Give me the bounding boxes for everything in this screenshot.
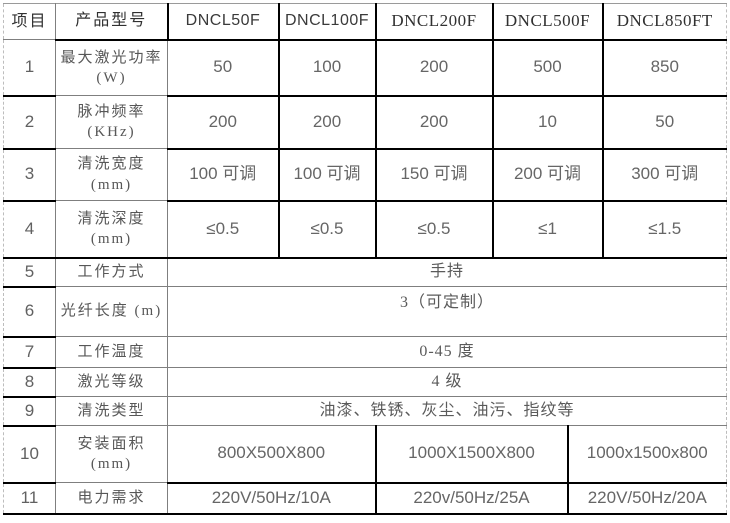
table-row: 10 安装面积 (mm) 800X500X800 1000X1500X800 1… — [3, 425, 728, 484]
row-number: 1 — [3, 39, 56, 97]
cell-value: ≤0.5 — [278, 200, 377, 259]
header-model-dncl100f: DNCL100F — [278, 3, 377, 41]
header-model-dncl850ft: DNCL850FT — [602, 3, 728, 41]
cell-value: 150 可调 — [375, 148, 494, 202]
cell-merged-value: 油漆、铁锈、灰尘、油污、指纹等 — [167, 396, 728, 426]
table-row: 8 激光等级 4 级 — [3, 367, 728, 398]
row-label: 激光等级 — [55, 367, 168, 397]
header-model: 产品型号 — [55, 3, 169, 41]
header-row: 项目 产品型号 DNCL50F DNCL100F DNCL200F DNCL50… — [3, 3, 728, 41]
header-model-dncl50f: DNCL50F — [167, 3, 280, 41]
header-model-dncl500f: DNCL500F — [492, 3, 604, 41]
table-row: 6 光纤长度 (m) 3（可定制） — [3, 286, 728, 338]
table-row: 9 清洗类型 油漆、铁锈、灰尘、油污、指纹等 — [3, 396, 728, 427]
row-label: 光纤长度 (m) — [55, 286, 168, 337]
row-number: 11 — [3, 482, 56, 515]
cell-merged-value: 手持 — [167, 257, 728, 287]
cell-value: ≤1.5 — [602, 200, 728, 259]
row-number: 9 — [3, 396, 56, 427]
cell-value: 850 — [602, 39, 728, 97]
row-label: 工作方式 — [55, 257, 168, 287]
table-row: 5 工作方式 手持 — [3, 257, 728, 288]
cell-value: 200 — [375, 95, 494, 150]
cell-value: 1000X1500X800 — [375, 425, 569, 484]
row-number: 8 — [3, 367, 56, 398]
cell-merged-value: 3（可定制） — [167, 286, 728, 337]
table-row: 11 电力需求 220V/50Hz/10A 220v/50Hz/25A 220V… — [3, 482, 728, 515]
cell-value: 300 可调 — [602, 148, 728, 202]
cell-value: ≤0.5 — [375, 200, 494, 259]
cell-value: 220V/50Hz/20A — [567, 482, 728, 515]
cell-value: 100 可调 — [167, 148, 280, 202]
cell-value: 10 — [492, 95, 604, 150]
cell-value: 200 — [278, 95, 377, 150]
cell-value: 50 — [602, 95, 728, 150]
cell-value: ≤0.5 — [167, 200, 280, 259]
row-label: 工作温度 — [55, 336, 168, 368]
row-number: 5 — [3, 257, 56, 288]
row-number: 4 — [3, 200, 56, 259]
row-number: 3 — [3, 148, 56, 202]
table-row: 7 工作温度 0-45 度 — [3, 336, 728, 369]
row-number: 7 — [3, 336, 56, 369]
cell-value: 1000x1500x800 — [567, 425, 728, 484]
cell-value: 200 — [375, 39, 494, 97]
cell-value: ≤1 — [492, 200, 604, 259]
cell-value: 50 — [167, 39, 280, 97]
row-label: 最大激光功率 (W) — [55, 39, 168, 96]
row-label: 电力需求 — [55, 482, 168, 515]
table-row: 2 脉冲频率 (KHz) 200 200 200 10 50 — [3, 95, 728, 150]
header-item: 项目 — [3, 3, 56, 40]
row-label: 清洗宽度 (mm) — [55, 148, 168, 201]
table-row: 1 最大激光功率 (W) 50 100 200 500 850 — [3, 39, 728, 97]
cell-merged-value: 4 级 — [167, 367, 728, 397]
row-number: 6 — [3, 286, 56, 338]
table-row: 4 清洗深度 (mm) ≤0.5 ≤0.5 ≤0.5 ≤1 ≤1.5 — [3, 200, 728, 259]
cell-value: 500 — [492, 39, 604, 97]
cell-value: 100 可调 — [278, 148, 377, 202]
header-model-dncl200f: DNCL200F — [375, 3, 494, 41]
cell-value: 800X500X800 — [167, 425, 377, 484]
cell-value: 200 — [167, 95, 280, 150]
row-number: 10 — [3, 425, 56, 484]
cell-value: 220v/50Hz/25A — [375, 482, 569, 515]
cell-merged-value: 0-45 度 — [167, 336, 728, 368]
row-number: 2 — [3, 95, 56, 150]
row-label: 安装面积 (mm) — [55, 425, 168, 483]
row-label: 清洗深度 (mm) — [55, 200, 168, 259]
cell-value: 200 可调 — [492, 148, 604, 202]
cell-value: 220V/50Hz/10A — [167, 482, 377, 515]
cell-value: 100 — [278, 39, 377, 97]
row-label: 脉冲频率 (KHz) — [55, 95, 168, 149]
table-row: 3 清洗宽度 (mm) 100 可调 100 可调 150 可调 200 可调 … — [3, 148, 728, 202]
row-label: 清洗类型 — [55, 396, 168, 426]
spec-table: 项目 产品型号 DNCL50F DNCL100F DNCL200F DNCL50… — [3, 3, 728, 515]
